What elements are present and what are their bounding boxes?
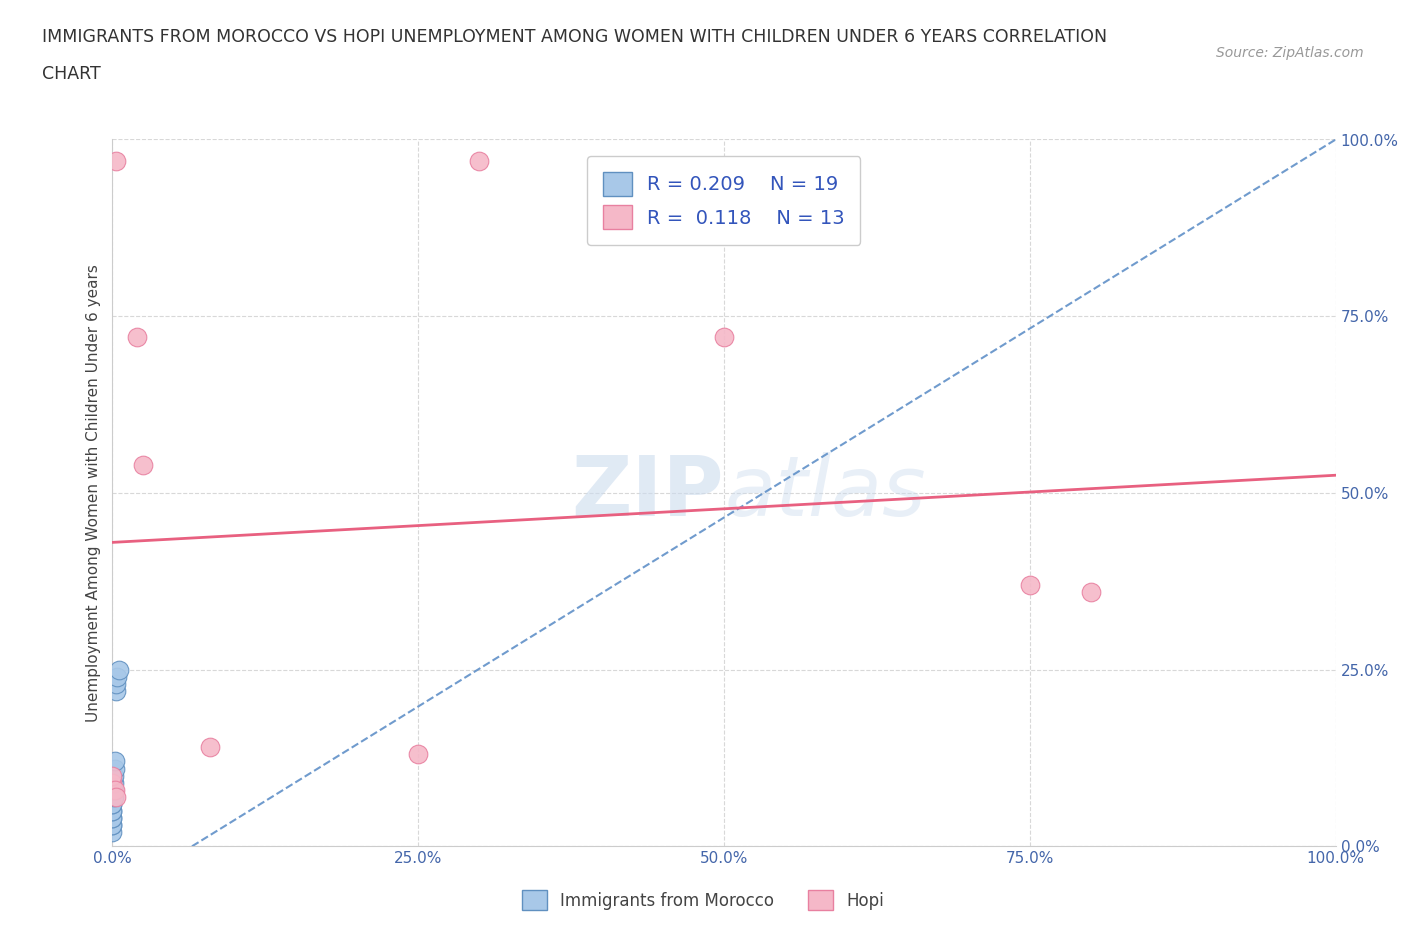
Point bbox=[101, 796, 124, 811]
Point bbox=[101, 825, 124, 840]
Point bbox=[101, 804, 124, 818]
Point bbox=[105, 676, 128, 691]
Point bbox=[101, 817, 124, 832]
Point bbox=[101, 796, 124, 811]
Point bbox=[200, 740, 222, 755]
Text: IMMIGRANTS FROM MOROCCO VS HOPI UNEMPLOYMENT AMONG WOMEN WITH CHILDREN UNDER 6 Y: IMMIGRANTS FROM MOROCCO VS HOPI UNEMPLOY… bbox=[42, 28, 1108, 46]
Point bbox=[101, 811, 124, 826]
Point bbox=[101, 768, 124, 783]
Point bbox=[103, 782, 125, 797]
Point bbox=[104, 754, 127, 769]
Point bbox=[105, 670, 128, 684]
Point bbox=[468, 153, 491, 168]
Point bbox=[125, 330, 148, 345]
Point bbox=[103, 768, 125, 783]
Point bbox=[104, 782, 127, 797]
Text: atlas: atlas bbox=[724, 452, 925, 534]
Text: ZIP: ZIP bbox=[572, 452, 724, 534]
Point bbox=[101, 817, 124, 832]
Point bbox=[101, 776, 124, 790]
Legend: Immigrants from Morocco, Hopi: Immigrants from Morocco, Hopi bbox=[516, 884, 890, 917]
Point bbox=[101, 804, 124, 818]
Point bbox=[105, 790, 128, 804]
Legend: R = 0.209    N = 19, R =  0.118    N = 13: R = 0.209 N = 19, R = 0.118 N = 13 bbox=[588, 156, 860, 245]
Point bbox=[132, 458, 155, 472]
Point bbox=[713, 330, 735, 345]
Y-axis label: Unemployment Among Women with Children Under 6 years: Unemployment Among Women with Children U… bbox=[86, 264, 101, 722]
Text: CHART: CHART bbox=[42, 65, 101, 83]
Point bbox=[103, 790, 125, 804]
Point bbox=[103, 776, 125, 790]
Point bbox=[1080, 584, 1102, 599]
Text: Source: ZipAtlas.com: Source: ZipAtlas.com bbox=[1216, 46, 1364, 60]
Point bbox=[105, 153, 128, 168]
Point bbox=[1018, 578, 1040, 592]
Point bbox=[408, 747, 430, 762]
Point bbox=[107, 662, 129, 677]
Point bbox=[101, 811, 124, 826]
Point bbox=[104, 761, 127, 776]
Point bbox=[105, 684, 128, 698]
